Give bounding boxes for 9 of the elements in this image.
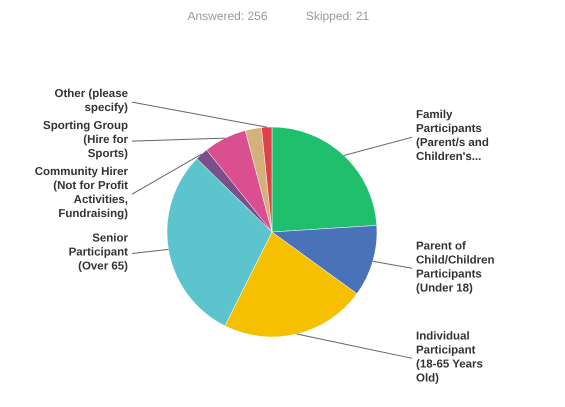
text: Skipped: 21 [306, 9, 370, 23]
slice-label: Sporting Group (Hire for Sports) [43, 120, 129, 160]
slice-label: Parent of Child/Children Participants (Under 18) [416, 240, 495, 294]
slice-label: Family Participants (Parent/s and Children's... [416, 109, 489, 164]
slice-label: Individual Participant (18-65 Years Old) [416, 330, 483, 384]
slice-label: Community Hirer (Not for Profit Activities, Fundraising) [34, 166, 129, 220]
slice-label: Other (please specify) [54, 88, 128, 114]
text: Answered: 256 [187, 9, 268, 23]
slice-label: Senior Participant (Over 65) [68, 232, 129, 273]
